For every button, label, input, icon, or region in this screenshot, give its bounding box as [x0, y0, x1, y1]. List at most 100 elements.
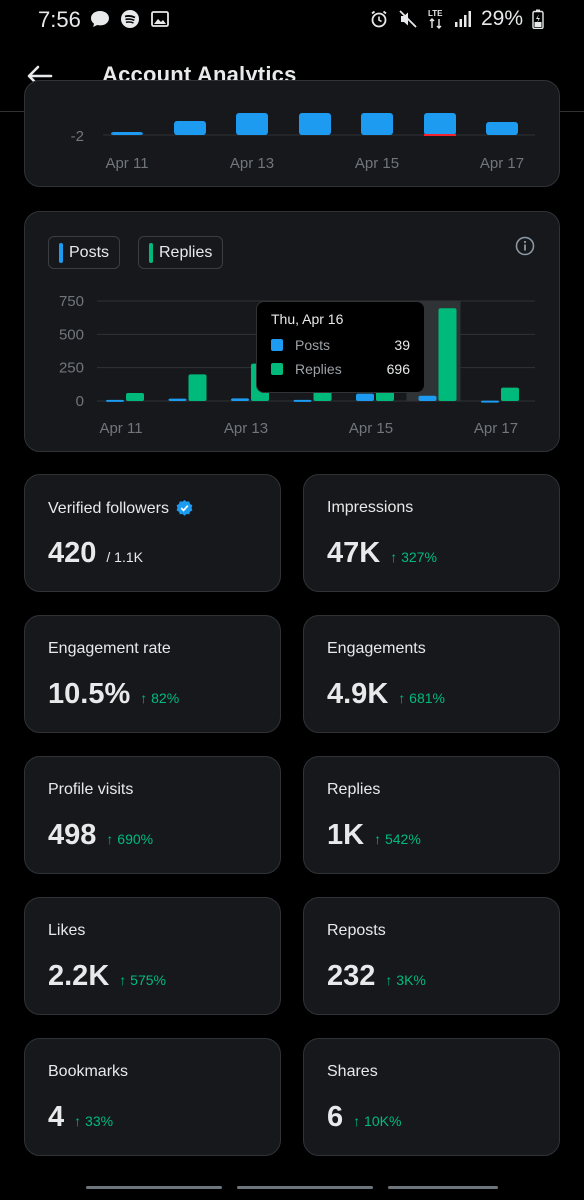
legend-replies[interactable]: Replies [138, 236, 224, 269]
metric-value-row: 6 ↑ 10K% [327, 1101, 401, 1134]
top-chart-x-tick: Apr 13 [230, 155, 274, 172]
tooltip-replies-value: 696 [386, 361, 410, 377]
metric-value: 47K [327, 537, 381, 569]
metric-total: / 1.1K [106, 549, 143, 565]
metric-label: Impressions [327, 499, 414, 516]
metric-label: Engagements [327, 640, 426, 657]
bar-posts[interactable] [168, 398, 187, 401]
metric-label: Reposts [327, 922, 386, 939]
tooltip-date: Thu, Apr 16 [271, 311, 344, 327]
metric-value: 4.9K [327, 678, 389, 710]
x-tick-label: Apr 11 [99, 420, 142, 437]
top-chart-x-tick: Apr 11 [105, 155, 148, 172]
verified-badge-icon [176, 499, 193, 516]
mute-icon [399, 10, 417, 28]
bar-replies[interactable] [501, 387, 519, 401]
y-tick-label: 0 [76, 393, 84, 410]
metric-card-replies[interactable]: Replies 1K ↑ 542% [303, 756, 560, 874]
top-chart-bar[interactable] [299, 113, 331, 135]
metric-value-row: 4.9K ↑ 681% [327, 678, 445, 711]
top-chart-bar[interactable] [111, 132, 143, 135]
bar-posts[interactable] [293, 399, 312, 402]
gallery-icon [151, 11, 169, 27]
metric-change: ↑ 681% [398, 690, 445, 706]
posts-swatch [59, 242, 63, 263]
x-tick-label: Apr 13 [224, 420, 268, 437]
metric-label: Verified followers [48, 499, 194, 518]
metric-value-row: 232 ↑ 3K% [327, 960, 426, 993]
bar-posts[interactable] [231, 398, 249, 401]
tooltip-posts-row: Posts 39 [271, 333, 410, 357]
spotify-icon [121, 10, 139, 28]
metric-value: 1K [327, 819, 365, 851]
metric-value: 2.2K [48, 960, 110, 992]
legend-posts[interactable]: Posts [48, 236, 121, 269]
top-chart-x-tick: Apr 15 [355, 155, 399, 172]
notification-icons [90, 9, 170, 29]
battery-percent: 29% [480, 7, 523, 30]
metric-card-engagements[interactable]: Engagements 4.9K ↑ 681% [303, 615, 560, 733]
bar-posts[interactable] [356, 393, 374, 401]
x-tick-label: Apr 17 [474, 420, 518, 437]
bar-posts[interactable] [481, 400, 499, 403]
metric-card-profile-visits[interactable]: Profile visits 498 ↑ 690% [24, 756, 281, 874]
top-chart-x-tick: Apr 17 [480, 155, 524, 172]
chat-bubble-icon [91, 11, 109, 27]
metric-card-shares[interactable]: Shares 6 ↑ 10K% [303, 1038, 560, 1156]
metric-card-engagement-rate[interactable]: Engagement rate 10.5% ↑ 82% [24, 615, 281, 733]
legend-posts-label: Posts [69, 243, 110, 261]
bar-posts[interactable] [106, 399, 124, 402]
metric-card-verified-followers[interactable]: Verified followers 420 / 1.1K [24, 474, 281, 592]
metric-card-likes[interactable]: Likes 2.2K ↑ 575% [24, 897, 281, 1015]
metric-change: ↑ 10K% [353, 1113, 402, 1129]
bar-replies[interactable] [188, 374, 207, 401]
replies-swatch [149, 242, 153, 263]
metric-value-row: 10.5% ↑ 82% [48, 678, 179, 711]
tooltip-posts-swatch [271, 339, 283, 351]
metric-value: 10.5% [48, 678, 131, 710]
metric-label: Shares [327, 1063, 378, 1080]
metric-value-row: 498 ↑ 690% [48, 819, 153, 852]
metric-value-row: 4 ↑ 33% [48, 1101, 113, 1134]
metric-label: Profile visits [48, 781, 134, 798]
bottom-indicator [237, 1186, 373, 1189]
svg-text:LTE: LTE [428, 9, 443, 18]
tooltip-posts-value: 39 [394, 337, 410, 353]
top-chart-card: -2 Apr 11 Apr 13 Apr 15 Apr 17 [24, 80, 560, 187]
alarm-icon [371, 10, 387, 28]
tooltip-replies-label: Replies [295, 361, 342, 377]
y-tick-label: 250 [59, 360, 84, 377]
metric-change: ↑ 327% [390, 549, 437, 565]
metric-label: Bookmarks [48, 1063, 129, 1080]
top-chart-bar[interactable] [174, 121, 206, 135]
metric-card-impressions[interactable]: Impressions 47K ↑ 327% [303, 474, 560, 592]
y-tick-label: 500 [59, 326, 84, 343]
top-chart-bar[interactable] [361, 113, 393, 135]
metric-value: 4 [48, 1101, 65, 1133]
info-icon[interactable] [515, 236, 535, 256]
bottom-indicator [86, 1186, 222, 1189]
battery-icon [532, 9, 544, 29]
top-chart-bar[interactable] [236, 113, 268, 135]
top-chart-bar[interactable] [424, 113, 456, 135]
metric-label: Replies [327, 781, 381, 798]
legend-replies-label: Replies [159, 243, 213, 261]
top-chart: -2 Apr 11 Apr 13 Apr 15 Apr 17 [71, 113, 535, 172]
top-chart-bar[interactable] [486, 122, 518, 135]
metric-change: ↑ 82% [140, 690, 180, 706]
metric-value-row: 47K ↑ 327% [327, 537, 437, 570]
metric-card-bookmarks[interactable]: Bookmarks 4 ↑ 33% [24, 1038, 281, 1156]
bar-replies[interactable] [438, 308, 457, 401]
bar-replies[interactable] [126, 393, 144, 401]
metric-value: 420 [48, 537, 97, 569]
tooltip-posts-label: Posts [295, 337, 331, 353]
metric-card-reposts[interactable]: Reposts 232 ↑ 3K% [303, 897, 560, 1015]
status-bar: 7:56 LTE 29% [0, 0, 584, 38]
x-tick-label: Apr 15 [349, 420, 393, 437]
status-time: 7:56 [38, 7, 81, 32]
bar-posts[interactable] [418, 395, 437, 401]
metric-change: ↑ 542% [374, 831, 421, 847]
top-chart-y-tick: -2 [71, 128, 84, 145]
bottom-indicator [388, 1186, 498, 1189]
metric-change: ↑ 575% [119, 972, 166, 988]
